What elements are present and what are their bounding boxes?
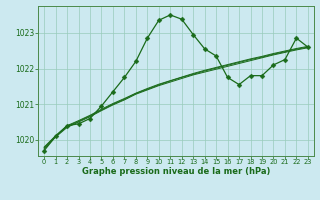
X-axis label: Graphe pression niveau de la mer (hPa): Graphe pression niveau de la mer (hPa) [82, 167, 270, 176]
